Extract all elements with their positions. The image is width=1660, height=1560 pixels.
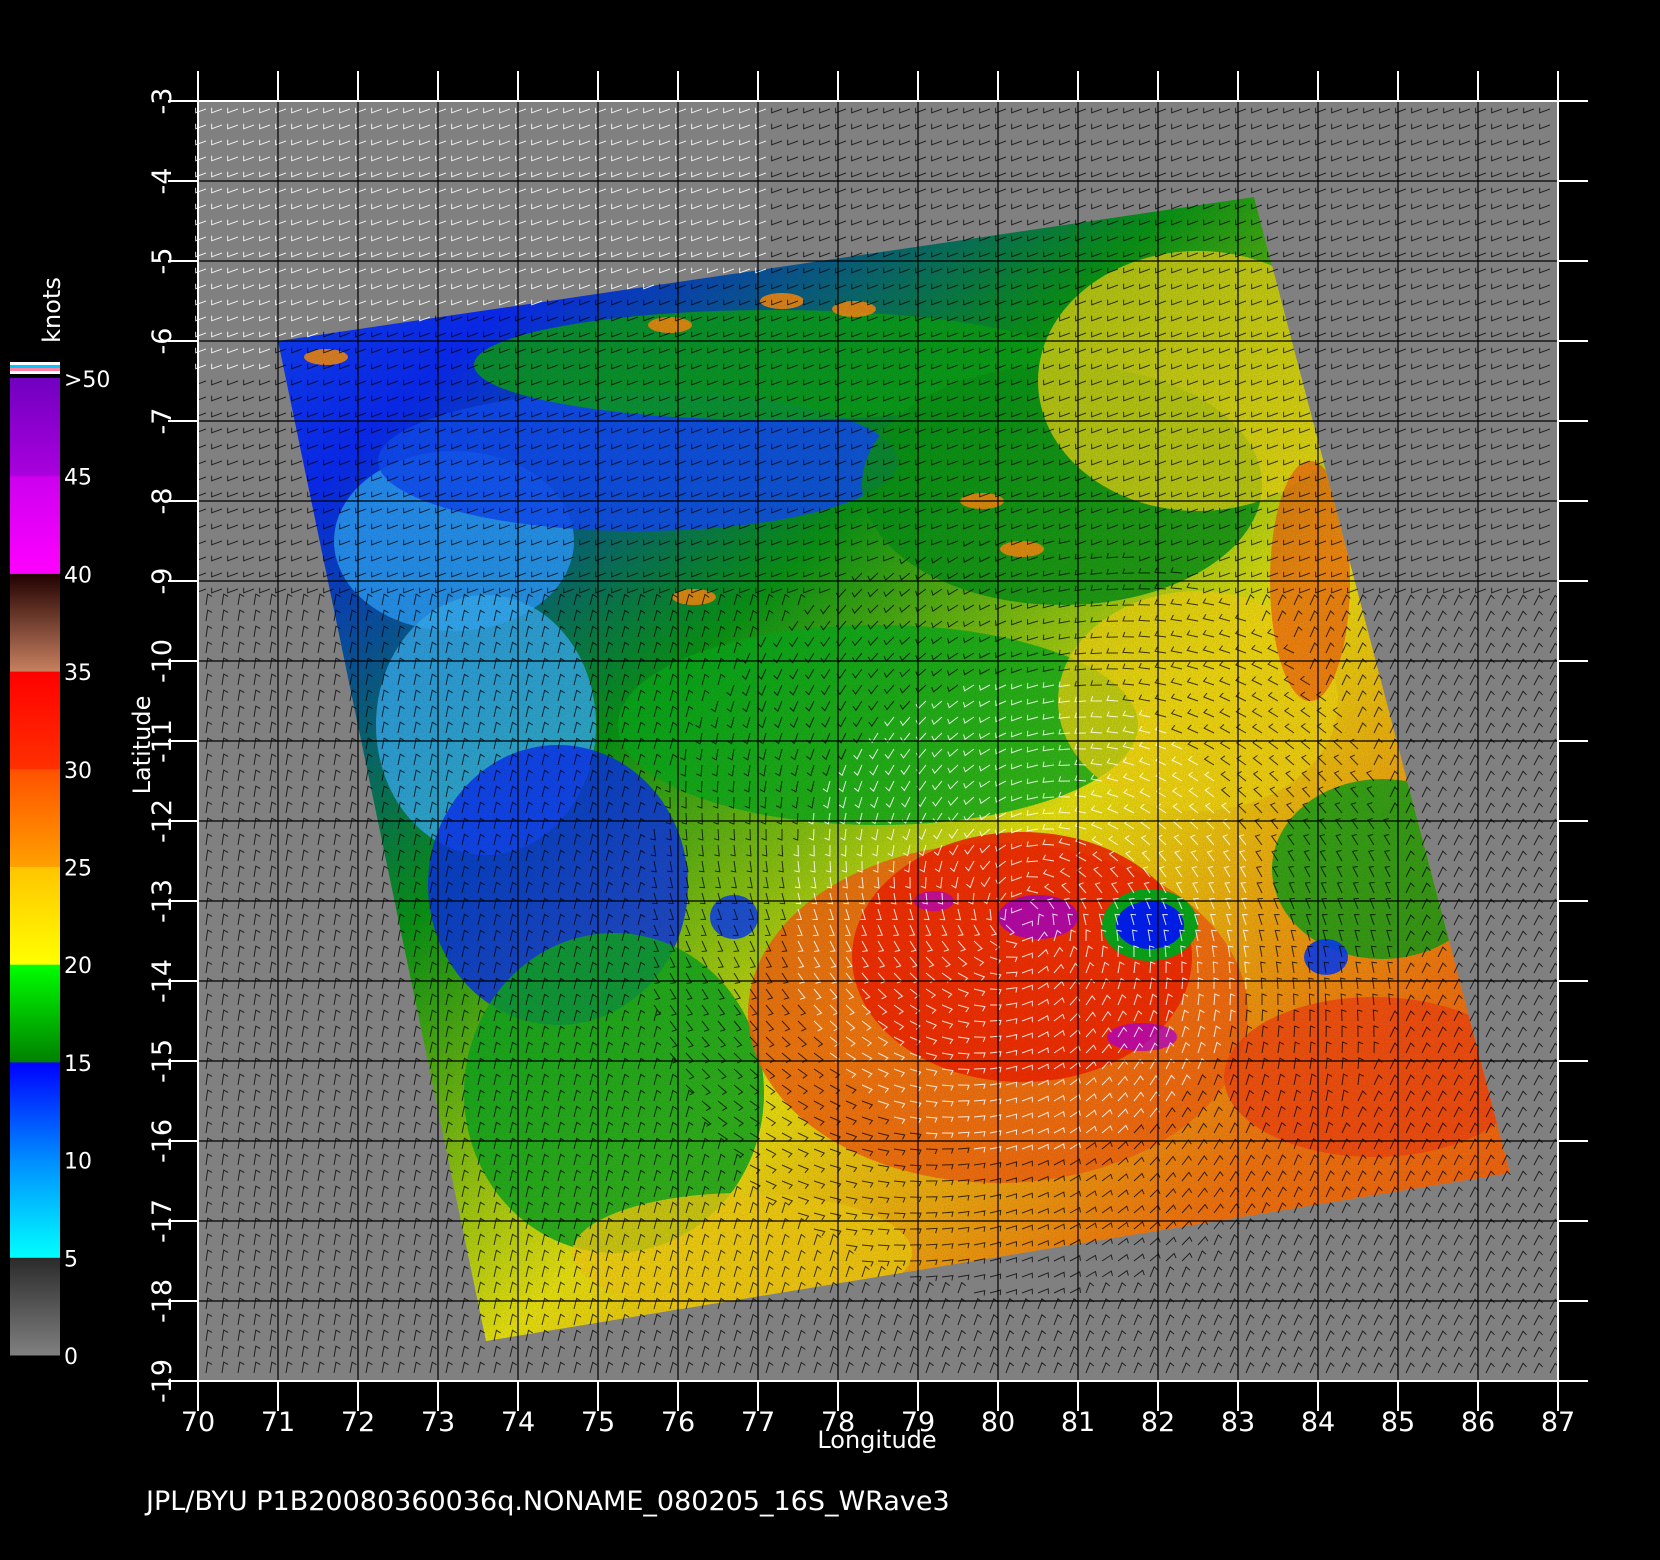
lat-tick-label: -18: [147, 1279, 178, 1323]
lat-tick-label: -10: [147, 639, 178, 683]
lon-tick-label: 86: [1461, 1407, 1495, 1438]
lon-tick-label: 72: [341, 1407, 375, 1438]
wind-barbs: [195, 107, 1559, 1374]
colorbar-label: >50: [64, 368, 110, 393]
image-caption: JPL/BYU P1B20080360036q.NONAME_080205_16…: [144, 1486, 950, 1517]
lat-tick-label: -7: [147, 408, 178, 435]
lon-tick-label: 78: [821, 1407, 855, 1438]
lat-lon-grid: [198, 101, 1558, 1381]
lat-tick-label: -3: [147, 88, 178, 115]
lon-tick-label: 82: [1141, 1407, 1175, 1438]
lon-tick-label: 77: [741, 1407, 775, 1438]
lon-tick-label: 80: [981, 1407, 1015, 1438]
lon-tick-label: 71: [261, 1407, 295, 1438]
lon-tick-label: 70: [181, 1407, 215, 1438]
lat-tick-label: -19: [147, 1359, 178, 1403]
lon-tick-label: 76: [661, 1407, 695, 1438]
axis-ticks: [168, 71, 1588, 1411]
colorbar-band: [10, 1257, 60, 1356]
colorbar-band: [10, 866, 60, 965]
colorbar-labels: 0 5 10 15 20 25 30 35 40 45 >50: [64, 368, 110, 1370]
colorbar-band: [10, 768, 60, 867]
lon-tick-label: 75: [581, 1407, 615, 1438]
lat-tick-label: -6: [147, 328, 178, 355]
colorbar-label: 30: [64, 759, 92, 784]
colorbar-label: 0: [64, 1345, 78, 1370]
lat-tick-label: -16: [147, 1119, 178, 1163]
lat-tick-label: -8: [147, 488, 178, 515]
latitude-tick-labels: -3 -4 -5 -6 -7 -8 -9 -10 -11 -12 -13 -14 -15 -16 -17 -1…: [147, 88, 178, 1404]
lat-tick-label: -9: [147, 568, 178, 595]
colorbar-band: [10, 671, 60, 770]
lon-tick-label: 73: [421, 1407, 455, 1438]
colorbar-label: 40: [64, 563, 92, 588]
lat-tick-label: -5: [147, 248, 178, 275]
lat-tick-label: -14: [147, 959, 178, 1003]
lon-tick-label: 74: [501, 1407, 535, 1438]
colorbar-label: 5: [64, 1247, 78, 1272]
colorbar-band: [10, 1061, 60, 1161]
lon-tick-label: 87: [1541, 1407, 1575, 1438]
lon-tick-label: 84: [1301, 1407, 1335, 1438]
lat-tick-label: -15: [147, 1039, 178, 1083]
colorbar-label: 25: [64, 857, 92, 882]
longitude-tick-labels: 70 71 72 73 74 75 76 77 78 79 80 81 82 83 84 85 86 87: [181, 1407, 1575, 1438]
colorbar-band: [10, 378, 60, 477]
lat-tick-label: -11: [147, 719, 178, 763]
lon-tick-label: 79: [901, 1407, 935, 1438]
lat-tick-label: -17: [147, 1199, 178, 1243]
lon-tick-label: 83: [1221, 1407, 1255, 1438]
colorbar-band: [10, 573, 60, 672]
wind-speed-colorbar: [10, 362, 60, 1356]
colorbar-label: 45: [64, 466, 92, 491]
colorbar-band: [10, 475, 60, 574]
colorbar-band: [10, 1159, 60, 1258]
lat-tick-label: -4: [147, 168, 178, 195]
lon-tick-label: 81: [1061, 1407, 1095, 1438]
colorbar-label: 35: [64, 661, 92, 686]
x-axis-title: Longitude: [817, 1426, 936, 1454]
lat-tick-label: -12: [147, 799, 178, 843]
colorbar-units-label: knots: [38, 277, 66, 343]
colorbar-label: 20: [64, 954, 92, 979]
colorbar-label: 15: [64, 1052, 92, 1077]
colorbar-label: 10: [64, 1150, 92, 1175]
y-axis-title: Latitude: [128, 696, 156, 795]
lat-tick-label: -13: [147, 879, 178, 923]
lon-tick-label: 85: [1381, 1407, 1415, 1438]
colorbar-band: [10, 964, 60, 1063]
